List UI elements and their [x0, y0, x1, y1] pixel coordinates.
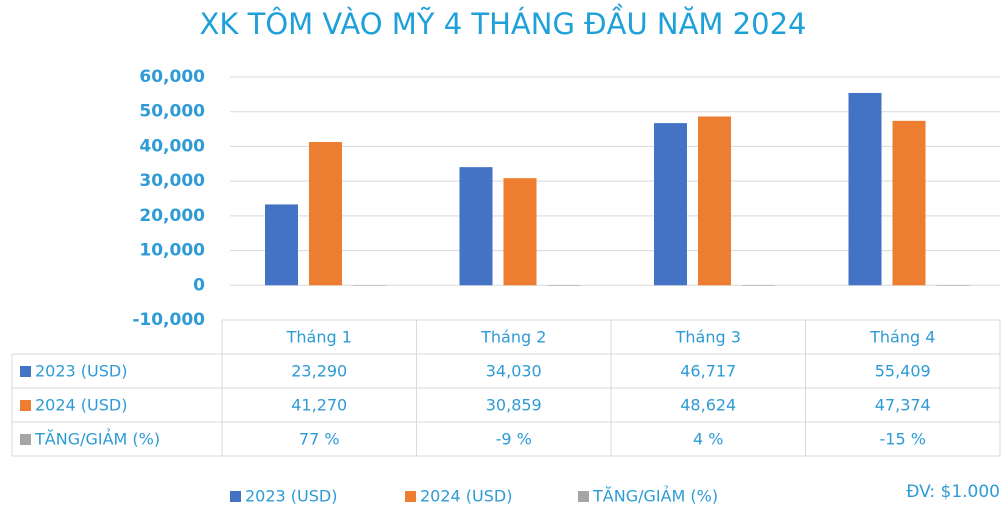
- table-value: 41,270: [291, 396, 347, 415]
- legend-label: 2024 (USD): [420, 487, 512, 506]
- table-value: 47,374: [875, 396, 931, 415]
- bar: [936, 285, 970, 286]
- table-value: 23,290: [291, 362, 347, 381]
- legend-label: TĂNG/GIẢM (%): [592, 486, 718, 506]
- legend-key: [230, 491, 241, 502]
- table-value: 46,717: [680, 362, 736, 381]
- y-tick-label: 0: [193, 275, 205, 295]
- category-label: Tháng 1: [286, 328, 352, 347]
- table-value: 55,409: [875, 362, 931, 381]
- unit-note: ĐV: $1.000: [906, 482, 1000, 502]
- series-label: 2024 (USD): [35, 396, 127, 415]
- y-tick-label: 50,000: [139, 102, 205, 122]
- table-value: 4 %: [693, 430, 723, 449]
- legend-key: [405, 491, 416, 502]
- y-tick-label: 10,000: [139, 241, 205, 261]
- bar: [698, 116, 731, 286]
- bar: [892, 120, 926, 286]
- bar: [742, 285, 775, 286]
- series-label: 2023 (USD): [35, 362, 127, 381]
- category-label: Tháng 4: [869, 328, 935, 347]
- bar: [848, 92, 882, 286]
- legend-key: [20, 400, 31, 411]
- bar: [265, 204, 298, 286]
- bar: [547, 285, 581, 286]
- table-value: -9 %: [496, 430, 532, 449]
- bar: [353, 285, 386, 286]
- series-label: TĂNG/GIẢM (%): [34, 429, 160, 449]
- y-tick-label: 60,000: [139, 67, 205, 87]
- y-tick-label: 40,000: [139, 136, 205, 156]
- table-value: -15 %: [880, 430, 926, 449]
- y-tick-label: 30,000: [139, 171, 205, 191]
- table-value: 77 %: [299, 430, 340, 449]
- y-tick-label: 20,000: [139, 206, 205, 226]
- legend-label: 2023 (USD): [245, 487, 337, 506]
- bar: [459, 167, 493, 286]
- legend-key: [20, 366, 31, 377]
- bar: [503, 178, 537, 286]
- table-value: 48,624: [680, 396, 736, 415]
- chart-title: XK TÔM VÀO MỸ 4 THÁNG ĐẦU NĂM 2024: [200, 4, 807, 41]
- table-value: 34,030: [486, 362, 542, 381]
- legend-key: [20, 434, 31, 445]
- category-label: Tháng 2: [480, 328, 546, 347]
- legend-key: [578, 491, 589, 502]
- category-label: Tháng 3: [675, 328, 741, 347]
- bar: [654, 123, 687, 286]
- table-value: 30,859: [486, 396, 542, 415]
- bar: [309, 142, 342, 286]
- y-tick-label: -10,000: [132, 310, 205, 330]
